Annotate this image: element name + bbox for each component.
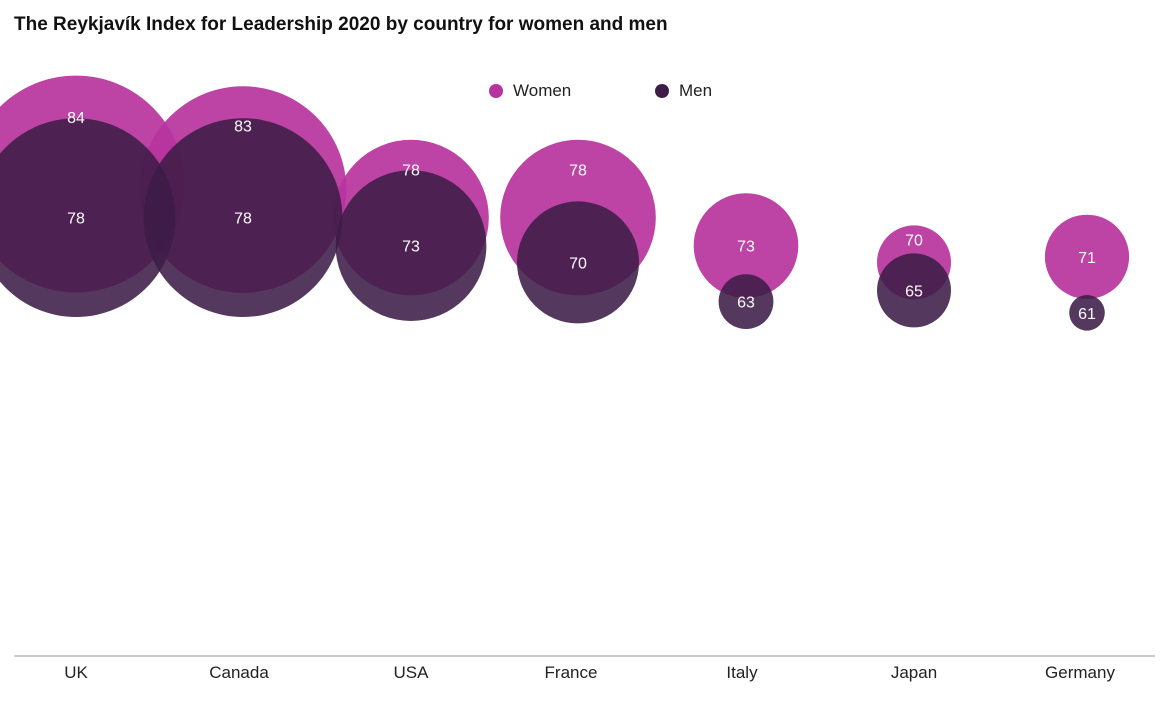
legend-men-marker — [655, 84, 669, 98]
value-label-women-italy: 73 — [737, 239, 755, 256]
legend-women-marker — [489, 84, 503, 98]
value-label-women-japan: 70 — [905, 232, 923, 249]
x-tick-label-italy: Italy — [726, 663, 758, 682]
value-label-men-uk: 78 — [67, 211, 85, 228]
value-label-men-japan: 65 — [905, 283, 923, 300]
bubble-men-usa — [335, 170, 487, 321]
legend-men-label: Men — [679, 81, 713, 100]
value-label-men-france: 70 — [569, 255, 587, 272]
x-tick-label-canada: Canada — [209, 663, 269, 682]
bubble-men-canada — [143, 118, 343, 317]
value-label-women-germany: 71 — [1078, 250, 1096, 267]
value-label-men-canada: 78 — [234, 211, 252, 228]
bubble-men-uk — [0, 118, 176, 317]
value-label-women-france: 78 — [569, 162, 587, 179]
bubble-men-italy — [718, 274, 774, 329]
chart-title: The Reykjavík Index for Leadership 2020 … — [14, 14, 668, 35]
legend-women-label: Women — [513, 81, 572, 100]
x-tick-label-germany: Germany — [1045, 663, 1115, 682]
bubble-men-japan — [877, 253, 951, 328]
value-label-women-uk: 84 — [67, 110, 85, 127]
value-label-men-germany: 61 — [1078, 306, 1096, 323]
value-label-women-canada: 83 — [234, 119, 252, 136]
value-label-women-usa: 78 — [402, 162, 420, 179]
x-tick-label-france: France — [545, 663, 598, 682]
value-label-men-usa: 73 — [402, 239, 420, 256]
legend-women: Women — [489, 81, 571, 101]
x-tick-label-uk: UK — [64, 663, 88, 682]
x-tick-label-japan: Japan — [891, 663, 937, 682]
bubble-women-italy — [693, 193, 799, 298]
bubble-men-germany — [1069, 295, 1105, 331]
bubble-women-germany — [1044, 214, 1130, 299]
value-label-men-italy: 63 — [737, 295, 755, 312]
bubble-men-france — [517, 201, 639, 324]
x-tick-label-usa: USA — [394, 663, 430, 682]
legend-men: Men — [655, 81, 712, 101]
